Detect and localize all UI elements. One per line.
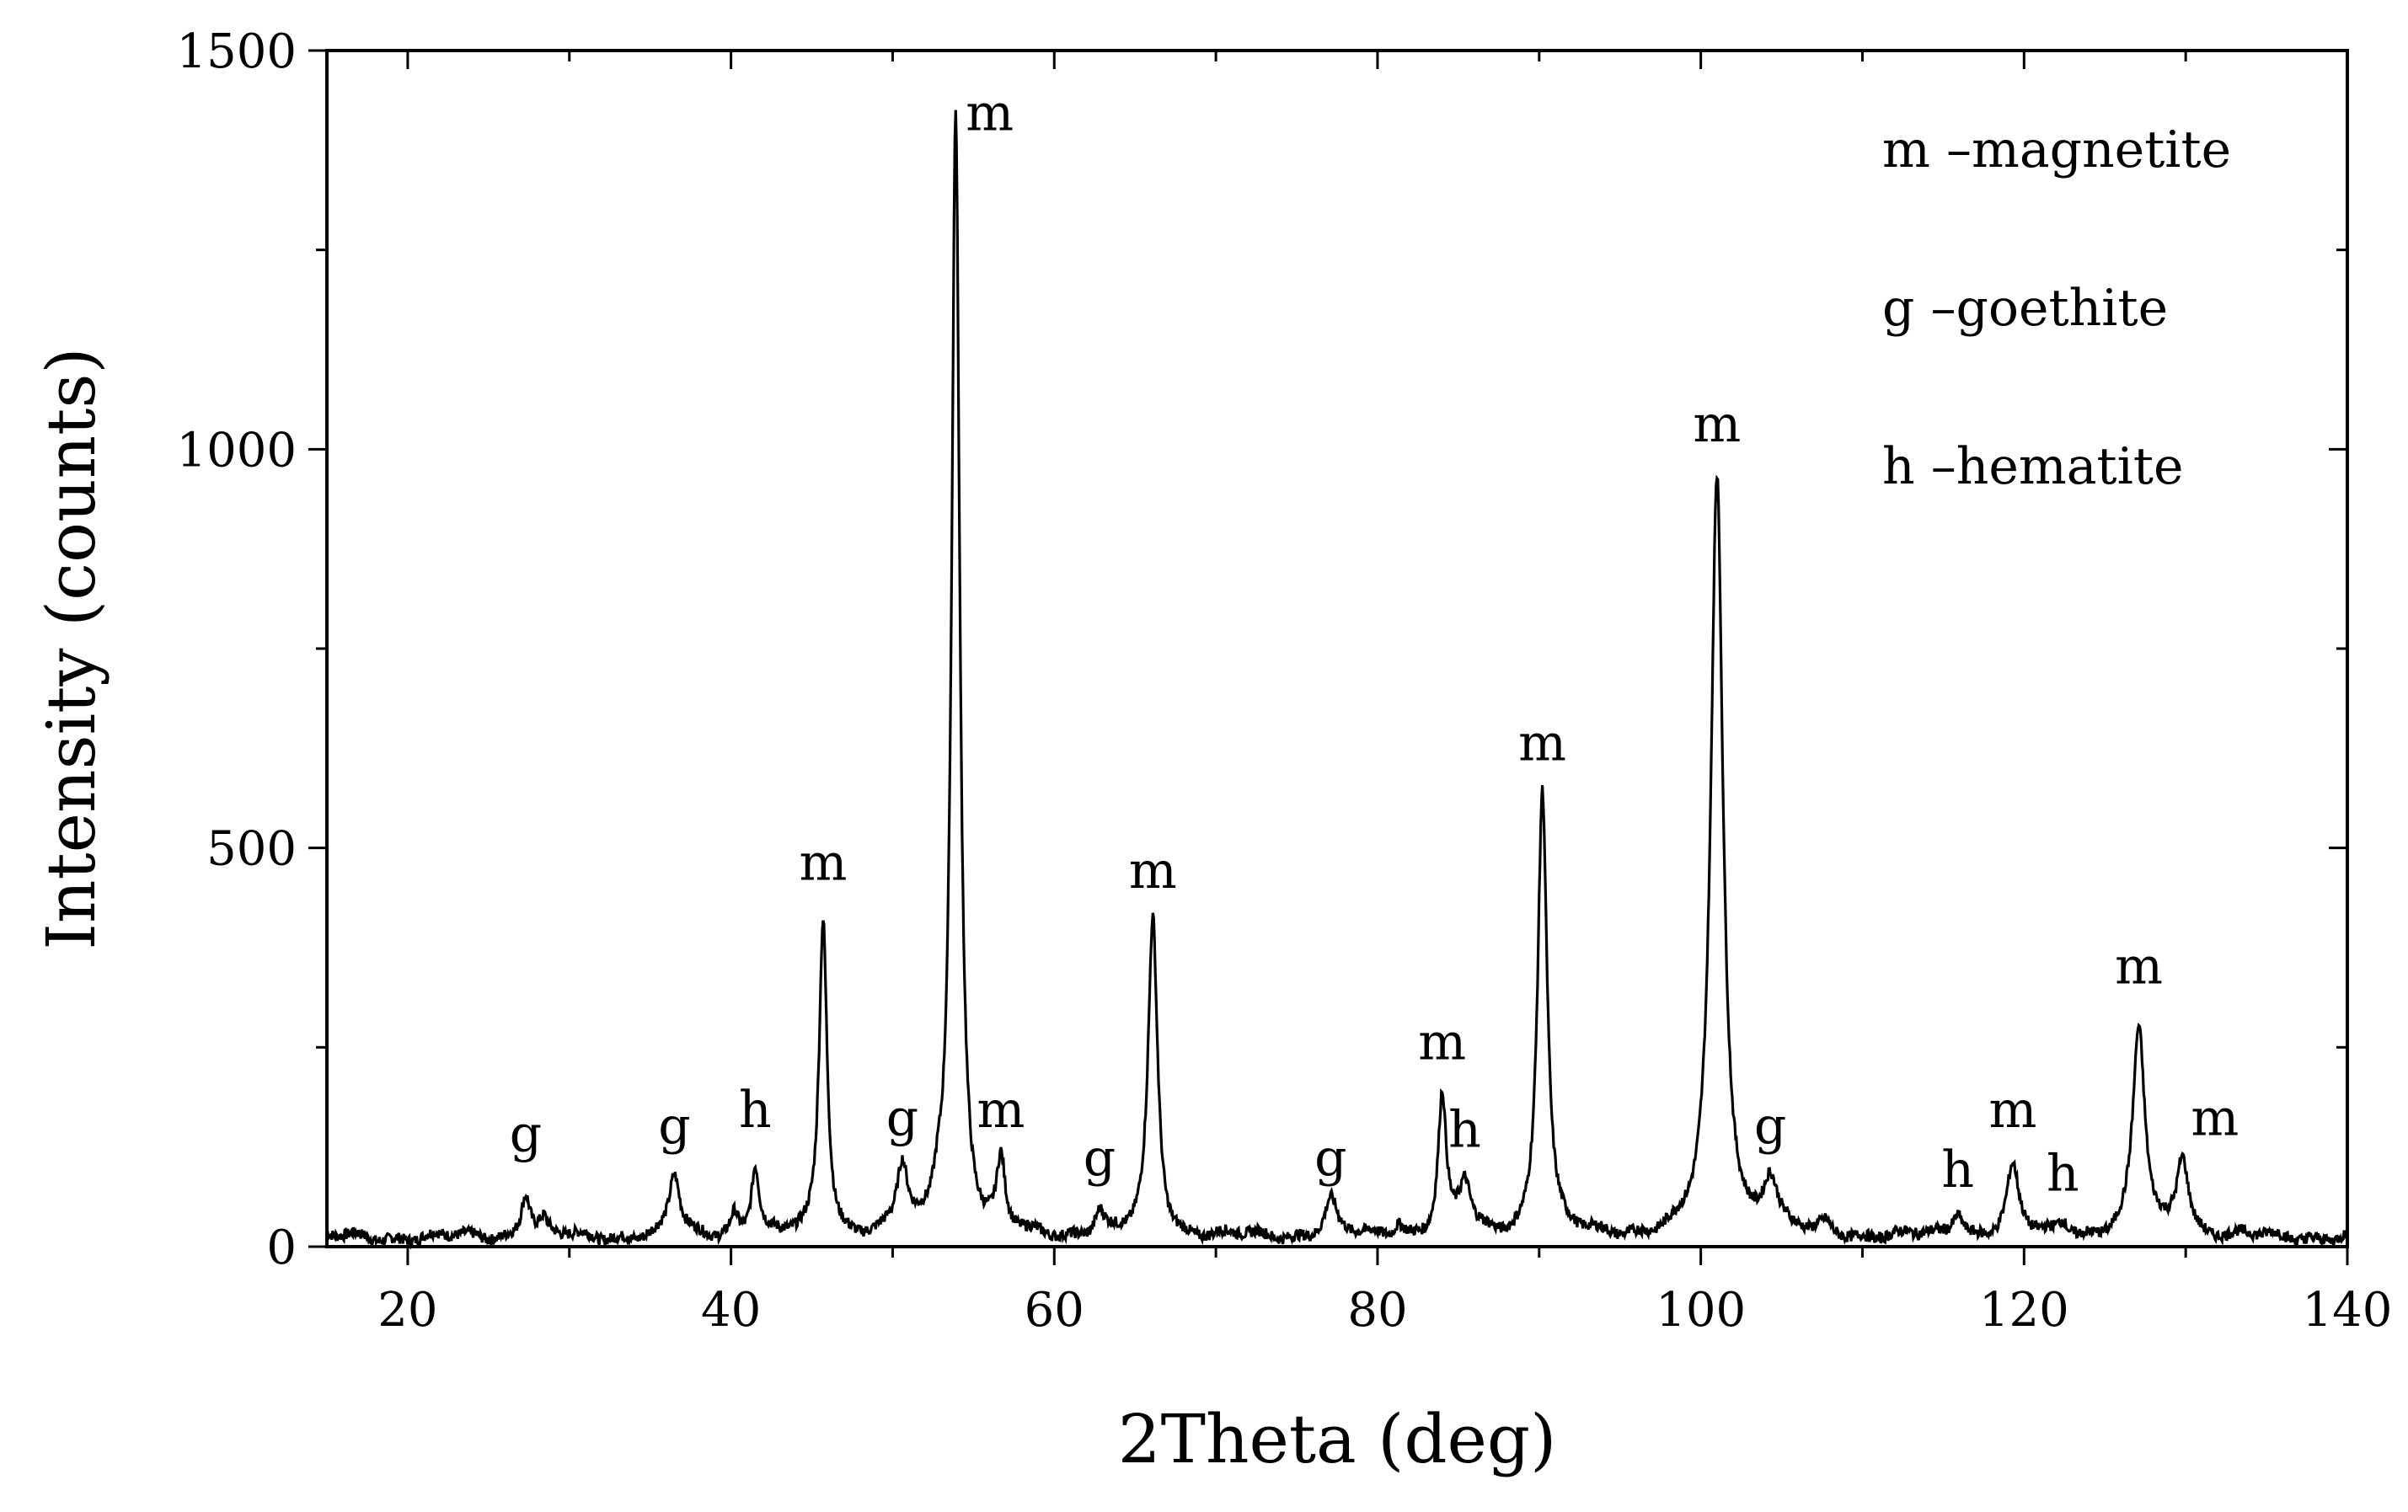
peak-label: m — [2191, 1088, 2239, 1147]
tick-labels: 20 40 60 80 100 120 140 0 500 1000 1500 — [176, 24, 2392, 1338]
peak-label: m — [1129, 841, 1177, 900]
x-tick-label: 60 — [1025, 1283, 1084, 1338]
x-tick-label: 140 — [2303, 1283, 2393, 1338]
peak-label: m — [977, 1081, 1025, 1140]
legend-entry: m –magnetite — [1882, 120, 2231, 179]
peak-label: m — [1518, 714, 1566, 773]
legend: m –magnetite g –goethite h –hematite — [1882, 120, 2231, 496]
y-tick-label: 1500 — [176, 24, 297, 79]
peak-label: h — [739, 1081, 772, 1140]
plot-frame — [325, 49, 2349, 1248]
x-tick-label: 80 — [1347, 1283, 1407, 1338]
series-line — [326, 110, 2349, 1250]
x-tick-label: 120 — [1979, 1283, 2069, 1338]
y-axis-label: Intensity (counts) — [32, 347, 110, 949]
peak-label: m — [2115, 938, 2163, 996]
peak-label: h — [1941, 1141, 1974, 1199]
x-tick-label: 40 — [701, 1283, 761, 1338]
peak-label: g — [1314, 1129, 1346, 1188]
peak-label: m — [1693, 395, 1741, 454]
peak-label: g — [886, 1088, 918, 1147]
y-tick-label: 1000 — [176, 423, 297, 478]
legend-entry: g –goethite — [1882, 279, 2168, 338]
legend-entry: h –hematite — [1882, 437, 2183, 496]
peak-label: g — [510, 1104, 542, 1163]
peak-label: g — [1084, 1129, 1116, 1188]
x-tick-label: 100 — [1656, 1283, 1746, 1338]
peak-label: m — [799, 834, 847, 893]
peak-label: h — [1448, 1101, 1481, 1160]
peak-label: g — [1754, 1097, 1786, 1156]
peak-label: m — [1988, 1081, 2036, 1140]
y-tick-label: 500 — [206, 822, 297, 877]
x-axis-label: 2Theta (deg) — [1118, 1400, 1557, 1478]
x-tick-label: 20 — [377, 1283, 437, 1338]
tick-marks — [308, 49, 2349, 1265]
peak-label: m — [1418, 1013, 1466, 1072]
peak-label: g — [658, 1097, 690, 1156]
y-tick-label: 0 — [266, 1221, 297, 1275]
peak-label: h — [2047, 1145, 2079, 1204]
peak-label: m — [966, 84, 1014, 143]
